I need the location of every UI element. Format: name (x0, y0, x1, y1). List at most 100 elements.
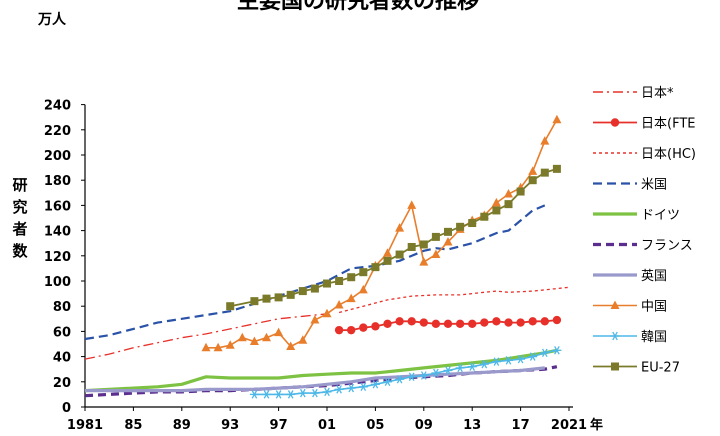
legend-marker (610, 118, 620, 127)
data-point (504, 356, 513, 365)
y-tick-label: 60 (53, 325, 71, 340)
star-stroke (384, 377, 391, 387)
data-point (492, 317, 501, 326)
x-tick-label: 09 (415, 418, 433, 433)
data-point (249, 336, 259, 345)
data-point (552, 114, 562, 124)
y-tick-label: 80 (53, 300, 71, 315)
data-point (286, 290, 295, 299)
legend-item: ドイツ (593, 208, 680, 223)
data-point (467, 362, 477, 371)
x-tick-label: 1981 (67, 418, 103, 433)
data-point (335, 277, 344, 285)
data-point (431, 368, 441, 378)
data-point (431, 319, 441, 329)
x-tick-label: 17 (512, 418, 530, 433)
data-point (480, 212, 489, 221)
y-tick-label: 140 (44, 225, 71, 240)
data-point (346, 383, 356, 393)
x-tick-label: 89 (173, 418, 191, 433)
data-point (262, 332, 271, 342)
series-8 (249, 346, 562, 399)
legend-label: 中国 (641, 300, 667, 315)
data-point (407, 317, 416, 326)
data-point (226, 302, 235, 311)
data-point (249, 390, 259, 399)
series-3 (84, 204, 546, 341)
data-point (286, 341, 296, 351)
data-point (286, 390, 296, 399)
data-point (371, 263, 380, 272)
data-point (250, 297, 259, 306)
y-tick-label: 180 (44, 174, 71, 189)
data-point (347, 325, 356, 335)
data-point (407, 242, 416, 251)
data-point (370, 380, 380, 389)
star-stroke (505, 356, 512, 365)
legend-label: 米国 (641, 178, 667, 193)
legend-label: 日本* (641, 86, 674, 101)
legend-item: 日本(HC) (593, 147, 696, 162)
data-point (419, 318, 428, 327)
data-point (322, 308, 332, 318)
data-point (359, 323, 368, 332)
star-stroke (493, 357, 500, 366)
star-stroke (312, 388, 318, 398)
series-line (84, 313, 328, 360)
data-point (444, 227, 452, 236)
data-point (491, 357, 501, 366)
data-point (346, 293, 356, 303)
data-point (298, 388, 308, 398)
data-point (213, 342, 223, 352)
data-point (358, 284, 368, 294)
data-point (419, 257, 429, 266)
legend-marker (610, 331, 620, 341)
data-point (274, 390, 284, 399)
data-point (552, 164, 561, 173)
star-stroke (275, 390, 282, 399)
y-tick-label: 100 (44, 275, 71, 290)
data-point (225, 340, 235, 349)
data-point (528, 317, 537, 326)
data-point (395, 223, 405, 232)
legend-item: EU-27 (593, 361, 680, 376)
data-point (516, 187, 525, 196)
data-point (443, 319, 453, 329)
series-line (84, 204, 546, 341)
data-point (395, 375, 405, 384)
y-tick-label: 220 (44, 124, 71, 139)
data-point (298, 287, 307, 296)
star-stroke (457, 363, 463, 373)
x-tick-label: 01 (318, 418, 336, 433)
legend-label: フランス (641, 239, 693, 254)
y-axis-unit: 万人 (37, 11, 67, 28)
data-point (443, 236, 453, 246)
data-point (431, 249, 441, 259)
data-point (334, 385, 344, 394)
plot-area (84, 114, 570, 399)
star-stroke (517, 354, 524, 364)
x-tick-label: 2021 (551, 418, 587, 433)
data-point (383, 377, 392, 387)
data-point (201, 342, 211, 352)
legend-label: 韓国 (641, 330, 667, 345)
data-point (540, 348, 550, 358)
series-line (84, 348, 558, 393)
data-point (528, 166, 538, 175)
data-point (491, 197, 501, 207)
data-point (274, 293, 283, 302)
star-stroke (469, 362, 476, 371)
legend-label: 日本(FTE (641, 117, 695, 132)
x-tick-label: 13 (463, 418, 481, 433)
series-7 (201, 114, 562, 352)
chart-title: 主要国の研究者数の推移 (237, 0, 479, 14)
star-stroke (554, 346, 560, 355)
data-point (552, 346, 562, 355)
data-point (419, 240, 428, 249)
data-point (540, 317, 549, 326)
series-line (206, 119, 558, 349)
data-point (274, 327, 284, 337)
star-stroke (336, 385, 342, 394)
data-point (516, 318, 525, 327)
